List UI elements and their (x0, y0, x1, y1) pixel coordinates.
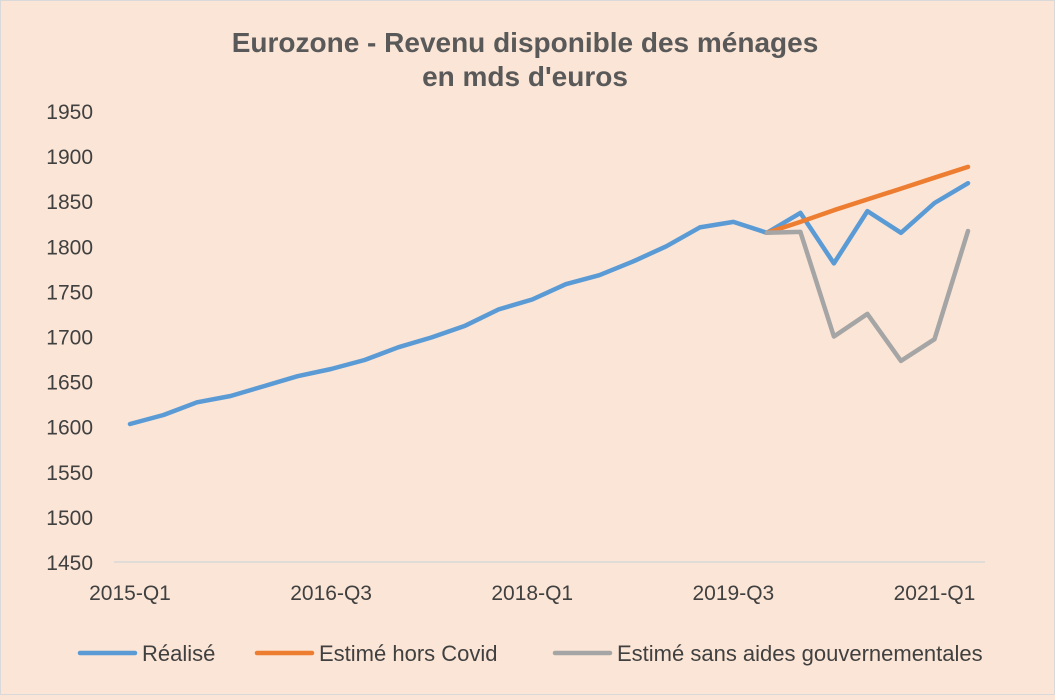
legend-label-1: Réalisé (142, 641, 215, 666)
x-tick-label: 2016-Q3 (290, 582, 372, 605)
y-tick-label: 1800 (46, 236, 93, 259)
series-line-2 (764, 164, 971, 236)
x-tick-label: 2021-Q1 (894, 582, 976, 605)
series-line-3 (764, 228, 971, 364)
x-tick-label: 2019-Q3 (692, 582, 774, 605)
y-tick-label: 1900 (46, 146, 93, 169)
y-tick-label: 1500 (46, 507, 93, 530)
chart-title-line-2: en mds d'euros (422, 61, 628, 92)
y-tick-label: 1850 (46, 191, 93, 214)
x-axis: 2015-Q1 2016-Q3 2018-Q1 2019-Q3 2021-Q1 (89, 561, 985, 605)
chart-title-line-1: Eurozone - Revenu disponible des ménages (232, 27, 819, 58)
legend-label-2: Estimé hors Covid (319, 641, 498, 666)
x-tick-label: 2018-Q1 (491, 582, 573, 605)
x-tick-label: 2015-Q1 (89, 582, 171, 605)
y-tick-label: 1650 (46, 372, 93, 395)
y-tick-label: 1550 (46, 462, 93, 485)
y-tick-label: 1750 (46, 281, 93, 304)
y-tick-label: 1450 (46, 552, 93, 575)
y-tick-label: 1950 (46, 101, 93, 124)
series-line-1 (127, 180, 971, 427)
legend-label-3: Estimé sans aides gouvernementales (617, 641, 983, 666)
y-tick-label: 1700 (46, 327, 93, 350)
series-layer (127, 164, 971, 427)
legend: Réalisé Estimé hors Covid Estimé sans aide… (77, 641, 983, 666)
y-axis: 1450 1500 1550 1600 1650 1700 1750 1800 1850 1900… (46, 101, 93, 575)
y-tick-label: 1600 (46, 417, 93, 440)
